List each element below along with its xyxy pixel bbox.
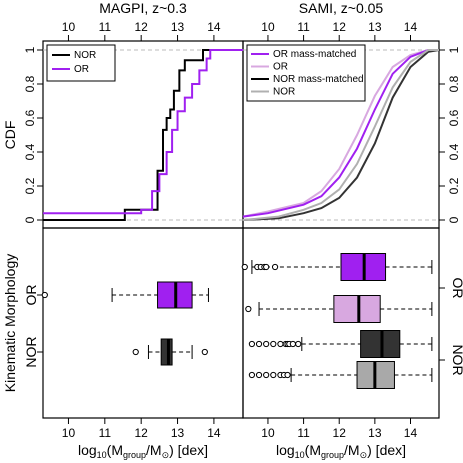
box-outlier: [271, 263, 279, 271]
box-outlier: [289, 340, 296, 348]
x-tick-label-bottom: 13: [171, 426, 185, 440]
y-tick-label-right: 0.2: [447, 177, 461, 194]
y-tick-label-left: 0.2: [23, 177, 37, 194]
cdf-axis-label: CDF: [2, 121, 18, 150]
box-outlier: [263, 263, 270, 271]
box-iqr: [360, 330, 401, 358]
sami-nor-label: NOR: [450, 344, 463, 375]
x-axis-label-magpi: log10(Mgroup/M⊙) [dex]: [78, 442, 208, 460]
x-label-sub2: group: [321, 450, 344, 460]
x-label-mid: (M: [305, 442, 321, 458]
x-tick-label-top: 13: [368, 20, 382, 34]
x-label-sep: /M: [344, 442, 360, 458]
cdf-series-or: [242, 49, 439, 218]
sami-title: SAMI, z~0.05: [299, 0, 384, 16]
y-tick-label-right: 0: [447, 216, 461, 223]
x-tick-label-bottom: 12: [333, 426, 347, 440]
box-outlier: [248, 371, 256, 379]
box-outlier: [295, 340, 302, 348]
sami-legend-label: NOR: [273, 87, 295, 98]
y-tick-label-left: 0.4: [23, 143, 37, 160]
box-outlier: [248, 340, 256, 348]
x-label-suffix: ) [dex]: [367, 442, 406, 458]
y-tick-label-left: 0: [23, 216, 37, 223]
kinematic-axis-label: Kinematic Morphology: [2, 254, 18, 393]
x-axis-label-sami: log10(Mgroup/M⊙) [dex]: [276, 442, 406, 460]
x-tick-label-top: 14: [207, 20, 221, 34]
magpi-or-label: OR: [23, 285, 39, 306]
x-tick-label-bottom: 11: [99, 426, 112, 440]
x-tick-label-bottom: 13: [368, 426, 382, 440]
chart-marks: 1010111112121313141410101111121213131414…: [23, 20, 461, 440]
x-label-suffix: ) [dex]: [169, 442, 208, 458]
y-tick-label-right: 0.8: [447, 75, 461, 92]
y-tick-label-left: 0.8: [23, 75, 37, 92]
magpi-nor-label: NOR: [23, 336, 39, 367]
x-tick-label-top: 14: [404, 20, 418, 34]
box-iqr: [160, 338, 173, 366]
x-tick-label-bottom: 11: [297, 426, 310, 440]
y-tick-label-right: 0.6: [447, 109, 461, 126]
x-label-sun: ⊙: [360, 450, 368, 460]
box-outlier: [284, 371, 291, 379]
x-tick-label-top: 10: [261, 20, 275, 34]
box-outlier: [277, 340, 284, 348]
cdf-series-nor-mass-matched: [242, 49, 440, 221]
x-tick-label-top: 11: [99, 20, 112, 34]
x-tick-label-top: 12: [135, 20, 149, 34]
box-outlier: [263, 371, 270, 379]
x-tick-label-bottom: 14: [207, 426, 221, 440]
x-label-sub: 10: [97, 450, 107, 460]
x-tick-label-top: 13: [171, 20, 185, 34]
x-label-prefix: log: [78, 442, 97, 458]
box-outlier: [270, 340, 277, 348]
y-tick-label-right: 1: [447, 46, 461, 53]
y-tick-label-right: 0.4: [447, 143, 461, 160]
box-outlier: [255, 371, 263, 379]
sami-legend-label: NOR mass-matched: [273, 74, 364, 85]
magpi-legend-label: OR: [74, 64, 89, 75]
magpi-legend-label: NOR: [74, 50, 96, 61]
x-label-sub2: group: [123, 450, 146, 460]
x-label-mid: (M: [107, 442, 123, 458]
x-tick-label-top: 10: [62, 20, 76, 34]
x-tick-label-top: 11: [297, 20, 310, 34]
box-outlier: [241, 263, 248, 271]
box-outlier: [132, 348, 139, 356]
sami-box-frame: [242, 227, 440, 419]
x-label-sub: 10: [295, 450, 305, 460]
x-tick-label-bottom: 10: [261, 426, 275, 440]
x-tick-label-bottom: 10: [62, 426, 76, 440]
y-tick-label-left: 0.6: [23, 109, 37, 126]
box-outlier: [245, 305, 252, 313]
box-outlier: [255, 340, 263, 348]
sami-legend-label: OR: [273, 62, 288, 73]
y-tick-label-left: 1: [23, 46, 37, 53]
sami-or-label: OR: [450, 278, 463, 299]
box-outlier: [263, 340, 270, 348]
x-label-prefix: log: [276, 442, 295, 458]
sami-legend-label: OR mass-matched: [273, 49, 356, 60]
magpi-legend-box: [46, 44, 116, 82]
cdf-series-or-mass-matched: [242, 49, 439, 218]
box-outlier: [270, 371, 277, 379]
x-tick-label-top: 12: [333, 20, 347, 34]
box-outlier: [41, 291, 48, 299]
box-outlier: [201, 348, 208, 356]
x-tick-label-bottom: 12: [135, 426, 149, 440]
x-tick-label-bottom: 14: [404, 426, 418, 440]
box-iqr: [333, 295, 381, 323]
x-label-sep: /M: [146, 442, 162, 458]
x-label-sun: ⊙: [162, 450, 170, 460]
magpi-title: MAGPI, z~0.3: [99, 0, 187, 16]
magpi-box-frame: [42, 227, 244, 419]
cdf-series-nor: [242, 49, 439, 221]
cdf-series-or: [43, 49, 243, 215]
